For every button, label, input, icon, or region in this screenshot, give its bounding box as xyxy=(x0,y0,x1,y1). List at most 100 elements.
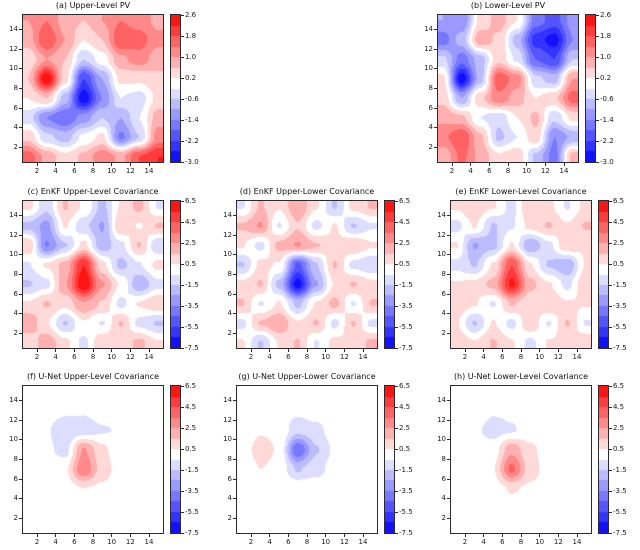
y-tick-mark xyxy=(447,313,450,315)
colorbar-tick-label: 2.5 xyxy=(185,238,197,247)
x-tick-label: 12 xyxy=(553,538,563,546)
y-tick-label: 6 xyxy=(428,103,433,112)
colorbar-tick-mark xyxy=(181,56,184,58)
x-tick-label: 2 xyxy=(34,538,40,546)
colorbar-tick-mark xyxy=(181,161,184,163)
x-tick-label: 10 xyxy=(535,353,545,361)
colorbar-tick-mark xyxy=(395,427,398,429)
x-tick-mark xyxy=(343,349,345,352)
x-tick-mark xyxy=(269,534,271,537)
x-tick-mark xyxy=(111,534,113,537)
panel-lower-level-pv: (b) Lower-Level PV 2 4 6 8 10 12 14 2 4 6 8 10 12 14 2… xyxy=(424,1,614,175)
y-tick-label: 10 xyxy=(437,250,446,259)
contour-plot-canvas xyxy=(22,385,164,534)
x-tick-mark xyxy=(148,349,150,352)
y-tick-label: 8 xyxy=(441,455,446,463)
y-tick-label: 10 xyxy=(9,64,18,73)
colorbar-tick-mark xyxy=(181,448,184,450)
x-tick-mark xyxy=(539,534,541,537)
colorbar-tick-mark xyxy=(181,427,184,429)
colorbar-tick-label: -3.0 xyxy=(185,157,199,166)
colorbar-tick-label: -5.5 xyxy=(613,322,627,331)
y-tick-label: 4 xyxy=(428,123,433,132)
colorbar-tick-label: -1.5 xyxy=(185,465,199,474)
panel-title: (a) Upper-Level PV xyxy=(55,1,131,10)
colorbar-tick-label: -3.5 xyxy=(613,301,627,310)
y-tick-label: 2 xyxy=(227,513,232,522)
colorbar-tick-mark xyxy=(181,385,184,387)
x-tick-mark xyxy=(557,534,559,537)
y-tick-mark xyxy=(447,293,450,295)
colorbar-tick-mark xyxy=(395,326,398,328)
y-tick-label: 8 xyxy=(227,270,232,278)
x-tick-mark xyxy=(306,534,308,537)
y-tick-mark xyxy=(19,48,22,50)
colorbar-tick-mark xyxy=(395,469,398,471)
y-tick-label: 6 xyxy=(227,474,232,483)
y-tick-label: 10 xyxy=(223,435,232,444)
colorbar-tick-label: -7.5 xyxy=(399,528,413,537)
colorbar-tick-mark xyxy=(395,511,398,513)
x-tick-mark xyxy=(464,349,466,352)
panel-enkf-lower-level-cov: (e) EnKF Lower-Level Covariance 2 4 6 8 10 12… xyxy=(437,187,627,361)
y-tick-label: 2 xyxy=(428,142,433,151)
y-tick-label: 10 xyxy=(9,250,18,259)
colorbar xyxy=(170,200,181,349)
y-tick-mark xyxy=(447,234,450,236)
contour-plot-canvas xyxy=(450,200,592,349)
x-tick-label: 2 xyxy=(462,538,468,546)
y-tick-mark xyxy=(233,478,236,480)
x-tick-mark xyxy=(55,534,57,537)
y-tick-label: 14 xyxy=(223,396,232,405)
x-tick-label: 14 xyxy=(358,353,368,361)
colorbar-tick-label: 2.6 xyxy=(600,10,612,19)
colorbar-tick-mark xyxy=(395,532,398,534)
x-tick-label: 14 xyxy=(144,353,154,361)
y-tick-mark xyxy=(19,478,22,480)
x-tick-label: 8 xyxy=(90,167,96,175)
colorbar-tick-label: -3.5 xyxy=(613,486,627,495)
colorbar xyxy=(598,385,609,534)
y-tick-label: 2 xyxy=(441,513,446,522)
y-tick-label: 12 xyxy=(9,415,18,424)
x-tick-label: 12 xyxy=(339,353,349,361)
colorbar xyxy=(598,200,609,349)
y-tick-label: 12 xyxy=(9,230,18,239)
colorbar-tick-label: -0.6 xyxy=(600,94,614,103)
x-tick-label: 2 xyxy=(34,167,40,175)
y-tick-mark xyxy=(233,419,236,421)
colorbar-tick-label: -1.5 xyxy=(399,280,413,289)
y-tick-mark xyxy=(19,498,22,500)
colorbar-tick-mark xyxy=(181,14,184,16)
y-tick-mark xyxy=(447,254,450,256)
colorbar-tick-label: -1.4 xyxy=(600,115,614,124)
colorbar-tick-label: 6.5 xyxy=(185,381,197,390)
colorbar-tick-mark xyxy=(609,221,612,223)
x-tick-label: 14 xyxy=(358,538,368,546)
colorbar-tick-label: 0.5 xyxy=(399,259,411,268)
colorbar-tick-label: 4.5 xyxy=(399,217,411,226)
x-tick-mark xyxy=(36,163,38,166)
colorbar-tick-label: -3.0 xyxy=(600,157,614,166)
colorbar-canvas xyxy=(598,200,609,349)
contour-plot-canvas xyxy=(22,200,164,349)
y-tick-label: 10 xyxy=(223,250,232,259)
colorbar-tick-label: -7.5 xyxy=(613,343,627,352)
colorbar-tick-mark xyxy=(181,347,184,349)
x-tick-label: 12 xyxy=(125,538,135,546)
colorbar-tick-mark xyxy=(181,490,184,492)
y-tick-mark xyxy=(233,293,236,295)
colorbar-tick-mark xyxy=(609,200,612,202)
colorbar-tick-label: -3.5 xyxy=(185,301,199,310)
y-tick-mark xyxy=(447,332,450,334)
x-tick-label: 14 xyxy=(559,167,569,175)
panel-title: (h) U-Net Lower-Level Covariance xyxy=(453,372,589,381)
colorbar-tick-mark xyxy=(609,263,612,265)
y-tick-mark xyxy=(447,478,450,480)
y-tick-label: 12 xyxy=(424,44,433,53)
x-tick-mark xyxy=(483,349,485,352)
y-tick-label: 14 xyxy=(9,211,18,220)
panel-upper-level-pv: (a) Upper-Level PV 2 4 6 8 10 12 14 2 4 6 8 10 12 14 2… xyxy=(9,1,199,175)
y-tick-mark xyxy=(447,517,450,519)
colorbar-tick-mark xyxy=(609,406,612,408)
